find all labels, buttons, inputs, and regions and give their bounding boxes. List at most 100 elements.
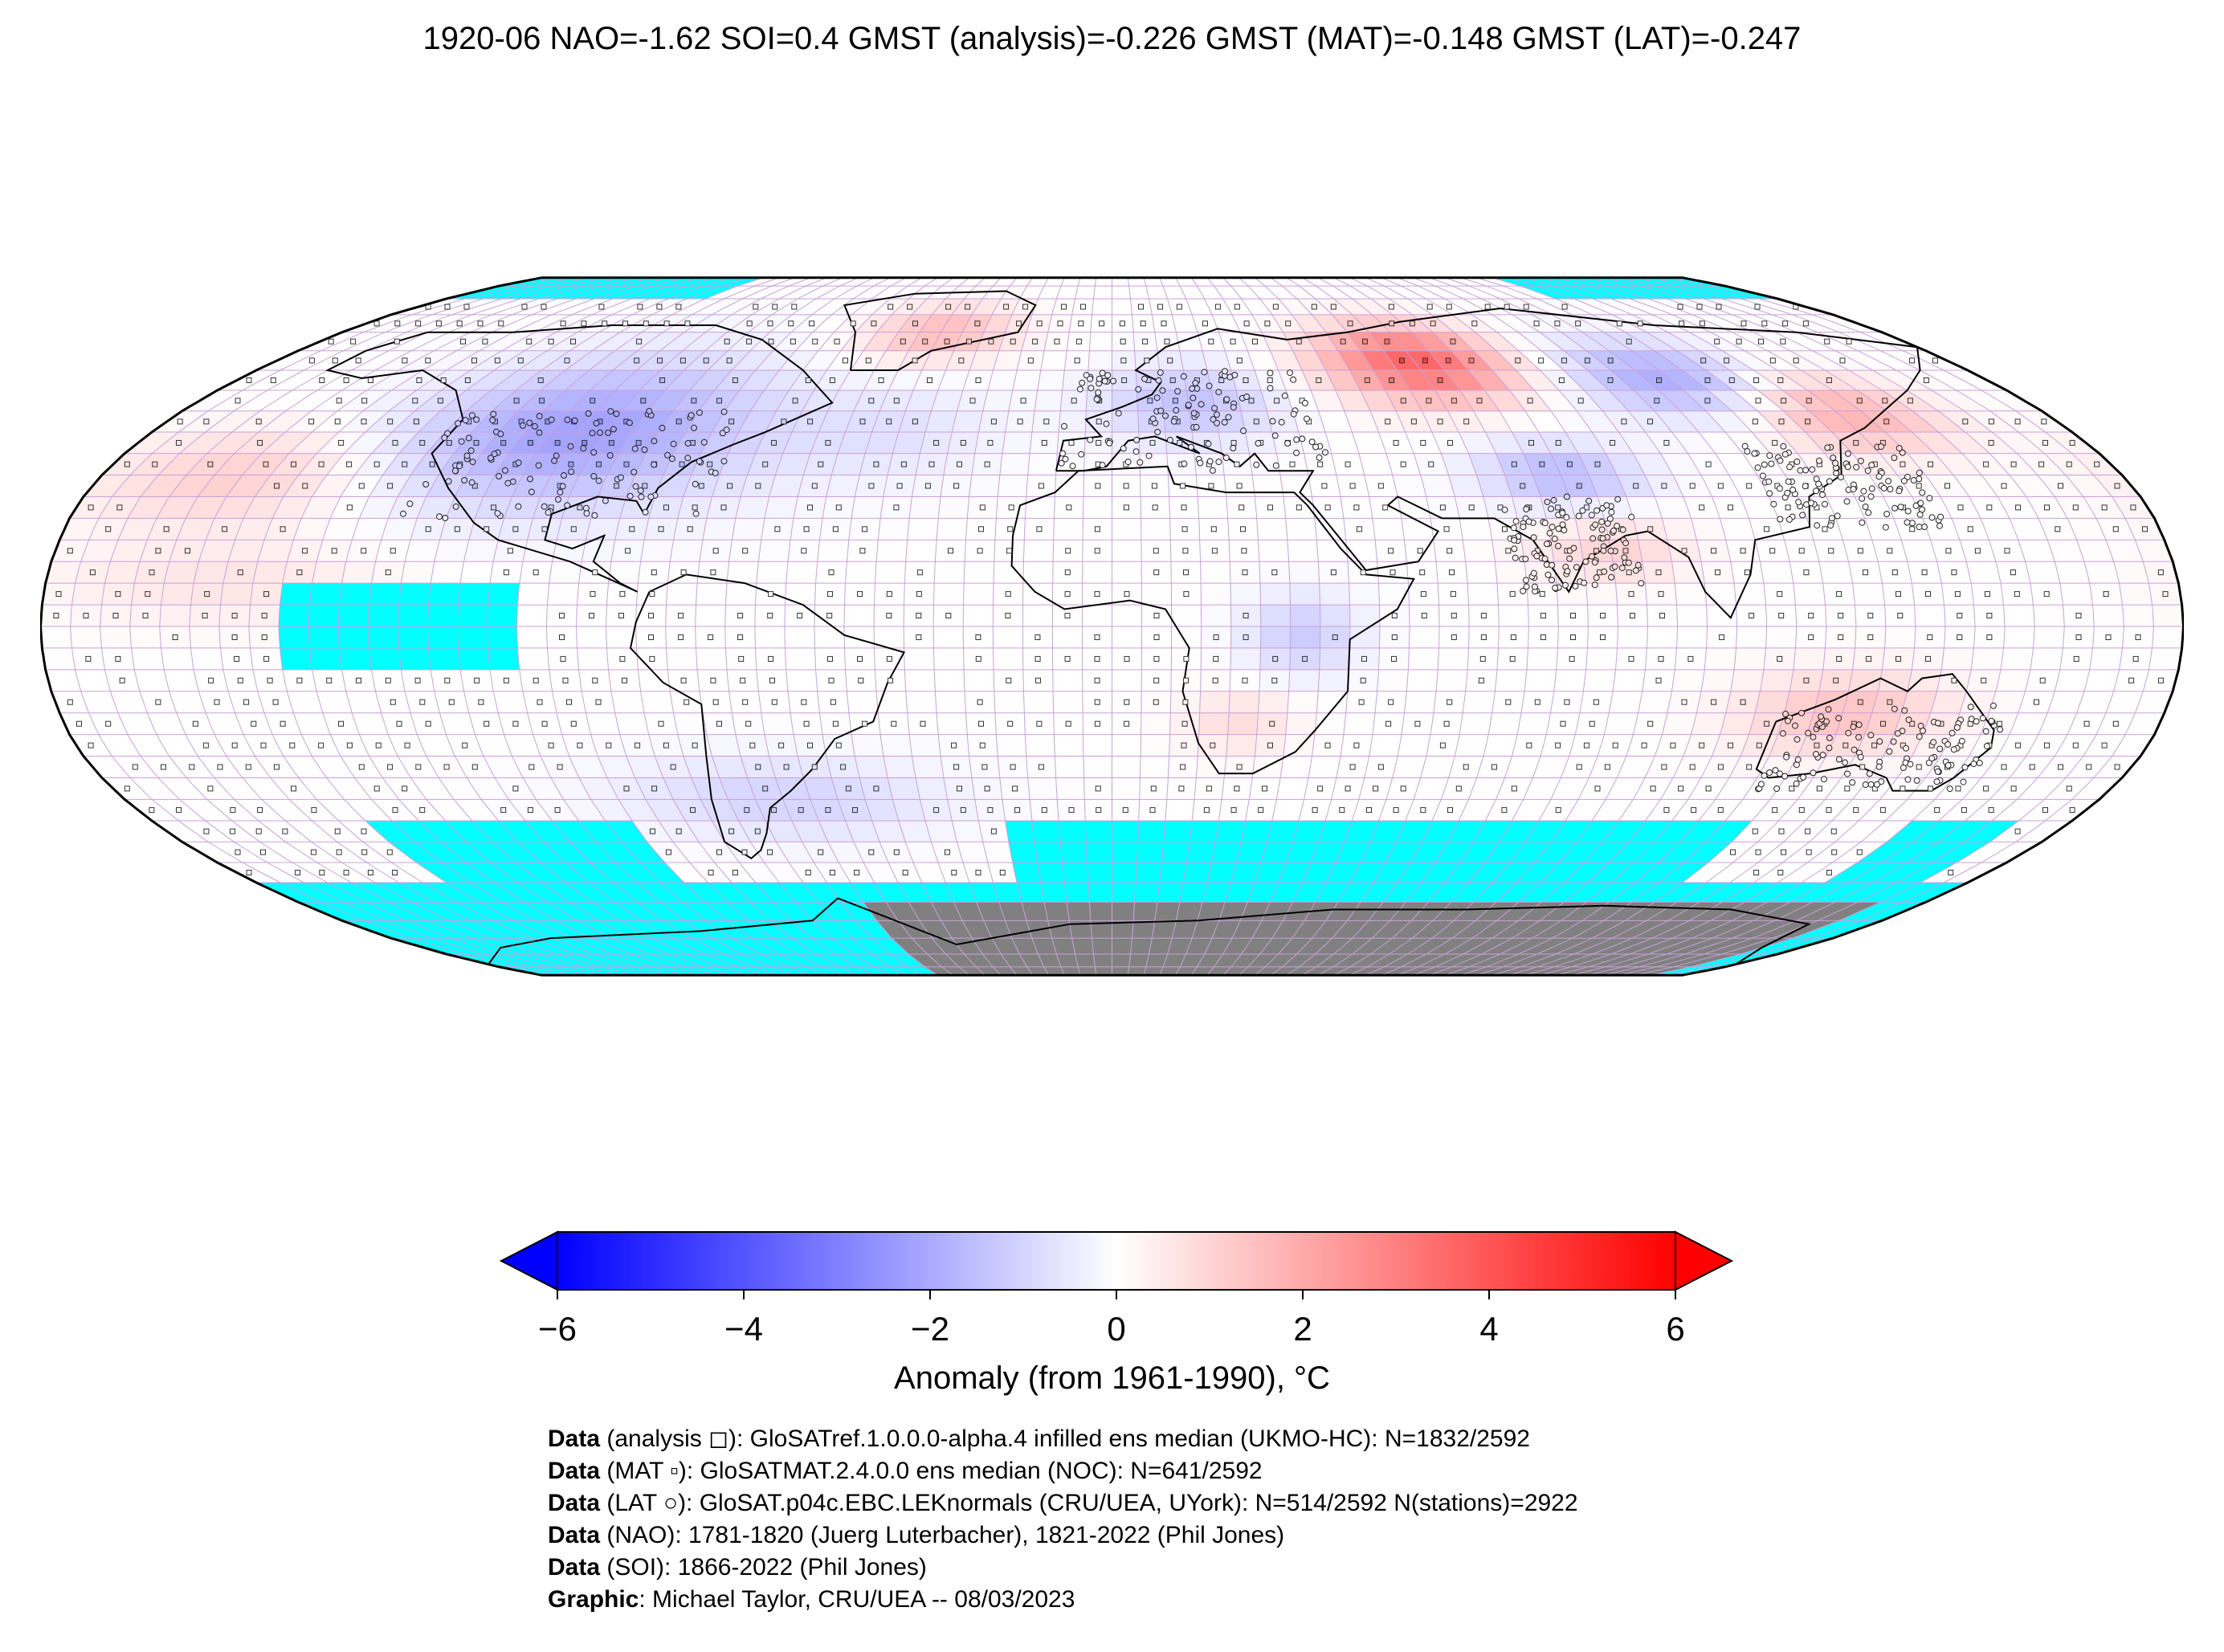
analysis-marker [245,764,251,770]
grid-cell [1052,626,1083,649]
grid-cell [1023,539,1055,562]
station-marker [1180,373,1187,380]
analysis-marker [2038,461,2045,467]
analysis-marker [1808,613,1814,618]
analysis-marker [1149,439,1156,446]
grid-cell [1127,277,1147,287]
analysis-marker [1181,742,1187,748]
analysis-marker [708,634,714,640]
analysis-marker [1523,304,1529,310]
station-marker [1225,414,1232,421]
station-marker [1827,522,1834,529]
grid-cell [1085,841,1112,863]
analysis-marker [1570,613,1576,618]
station-marker [1243,394,1251,400]
station-marker [1088,385,1095,392]
grid-cell [1132,920,1156,939]
colorbar-tick-label: 0 [1107,1310,1126,1348]
analysis-marker [338,720,344,727]
station-marker [1634,561,1642,569]
analysis-marker [1944,483,1950,489]
station-marker [458,438,465,445]
grid-cell [1084,820,1112,842]
analysis-marker [1038,764,1044,770]
grid-cell [843,626,875,649]
analysis-marker [1234,304,1240,310]
station-marker [1916,511,1924,518]
station-marker [1805,729,1812,736]
grid-cell [75,669,111,692]
analysis-marker [1447,699,1453,705]
station-marker [589,430,596,437]
analysis-marker [1176,304,1182,310]
grid-cell [640,539,674,562]
analysis-marker [732,377,738,383]
analysis-marker [916,591,922,598]
analysis-marker [1857,548,1863,554]
analysis-marker [1075,338,1082,345]
analysis-marker [1677,304,1683,310]
station-marker [469,459,476,466]
analysis-marker [1065,548,1071,554]
station-marker [1873,781,1880,788]
analysis-marker [1863,569,1868,576]
analysis-marker [1986,504,1993,511]
analysis-marker [987,439,994,446]
grid-cell [2003,626,2035,649]
analysis-marker [1147,398,1153,404]
analysis-marker [1654,398,1660,404]
station-marker [1916,524,1923,531]
station-marker [1607,547,1614,554]
analysis-marker [1540,634,1546,640]
analysis-marker [326,677,333,683]
station-marker [1205,440,1212,447]
analysis-marker [1181,720,1188,727]
grid-cell [696,647,728,671]
analysis-marker [454,526,460,532]
analysis-marker [1212,677,1218,683]
analysis-marker [1604,764,1610,770]
grid-cell [308,604,340,627]
analysis-marker [548,338,554,345]
station-marker [1815,480,1822,487]
analysis-marker [1724,357,1730,364]
analysis-marker [1555,504,1561,511]
analysis-marker [744,807,750,814]
analysis-marker [1628,655,1634,662]
station-marker [1549,524,1556,531]
analysis-marker [1123,483,1129,489]
grid-cell [666,647,698,671]
analysis-marker [1555,742,1561,748]
station-marker [1810,733,1817,740]
station-marker [1785,717,1791,724]
analysis-marker [1948,870,1954,875]
analysis-marker [657,357,663,364]
station-marker [642,508,649,516]
analysis-marker [1391,634,1398,640]
grid-cell [339,647,372,671]
analysis-marker [548,742,554,748]
map-canvas [39,276,2185,977]
analysis-marker [1419,569,1426,576]
analysis-marker [237,677,243,683]
credit-soi: Data (SOI): 1866-2022 (Phil Jones) [548,1554,927,1581]
analysis-marker [2014,828,2021,834]
colorbar-tick-label: −6 [538,1310,577,1348]
station-marker [1792,722,1798,729]
analysis-marker [1384,338,1390,345]
station-marker [1810,769,1817,777]
analysis-marker [598,304,605,310]
analysis-marker [1866,655,1872,662]
analysis-marker [1218,377,1225,383]
grid-cell [516,626,548,649]
grid-cell [1676,626,1708,649]
analysis-marker [865,357,871,364]
grid-cell [129,626,161,649]
station-marker [1304,415,1310,422]
analysis-marker [1984,591,1990,598]
analysis-marker [373,320,380,327]
colorbar-ticks [557,1290,1676,1299]
analysis-marker [1882,398,1888,404]
station-marker [1958,737,1965,744]
grid-cell [1112,756,1141,778]
